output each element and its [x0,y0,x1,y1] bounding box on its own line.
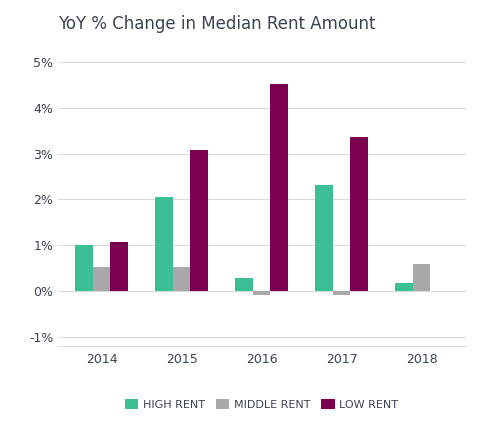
Legend: HIGH RENT, MIDDLE RENT, LOW RENT: HIGH RENT, MIDDLE RENT, LOW RENT [120,394,403,414]
Bar [270,84,288,291]
Bar [395,283,413,291]
Bar [75,246,93,291]
Bar [110,242,128,291]
Bar [173,268,191,291]
Bar [93,268,110,291]
Bar [413,264,431,291]
Bar [155,197,173,291]
Bar [333,291,350,295]
Bar [235,278,253,291]
Bar [350,136,368,291]
Bar [253,291,270,295]
Bar [315,185,333,291]
Text: YoY % Change in Median Rent Amount: YoY % Change in Median Rent Amount [58,16,375,33]
Bar [191,150,208,291]
